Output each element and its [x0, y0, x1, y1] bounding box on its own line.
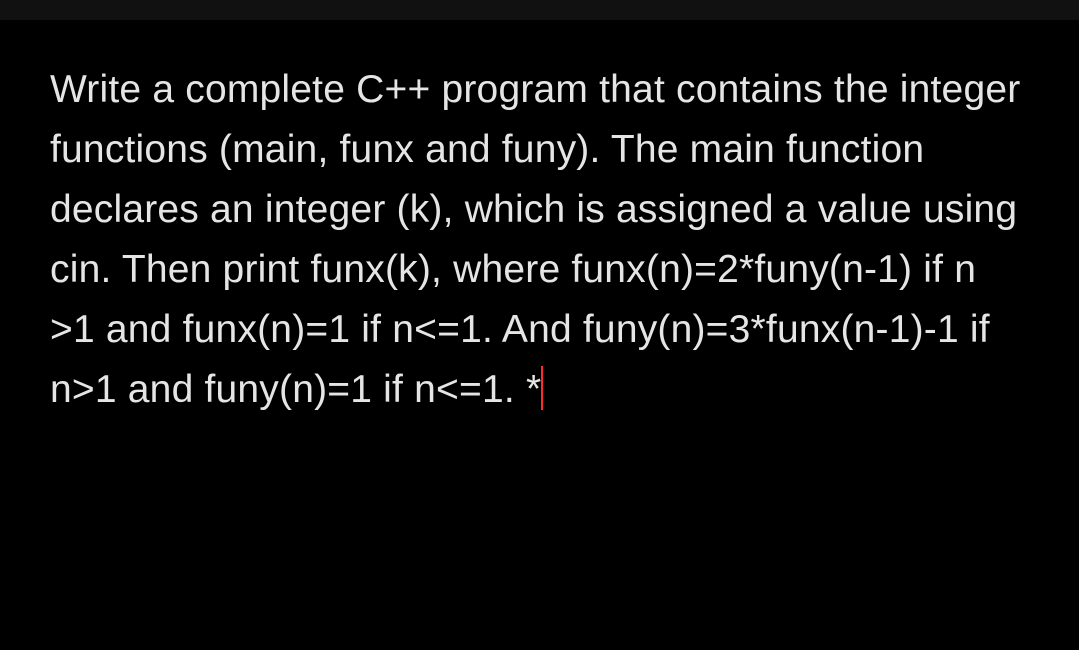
header-strip: [0, 0, 1079, 20]
question-body: Write a complete C++ program that contai…: [50, 68, 1020, 411]
text-cursor: [541, 366, 543, 410]
question-block: Write a complete C++ program that contai…: [50, 60, 1029, 420]
required-marker: *: [526, 368, 541, 411]
content-area: Write a complete C++ program that contai…: [0, 20, 1079, 460]
